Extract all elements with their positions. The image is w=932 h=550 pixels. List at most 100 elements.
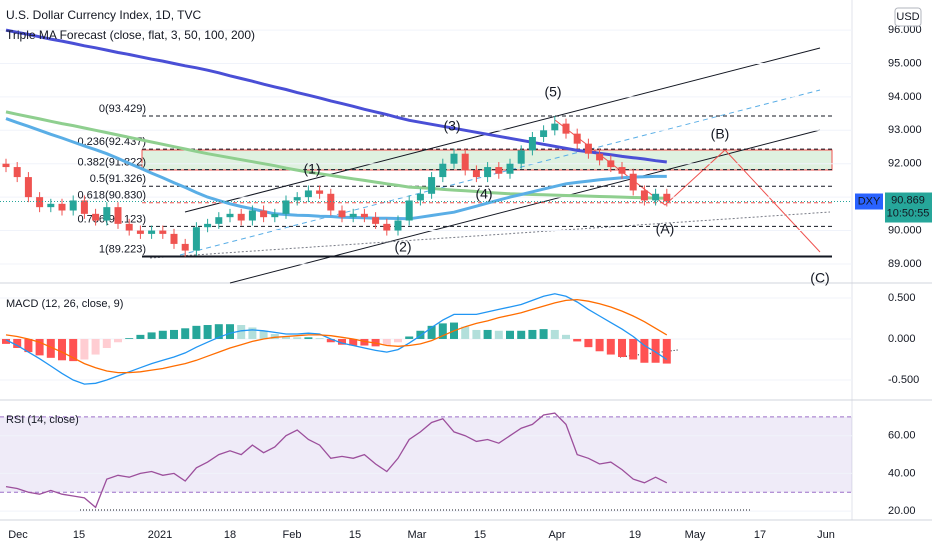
wave-label: (B) bbox=[711, 126, 730, 142]
price-tag bbox=[885, 192, 932, 223]
histogram-bar bbox=[338, 338, 346, 345]
candle-body bbox=[204, 223, 212, 228]
y-tick-label: 0.000 bbox=[888, 333, 916, 345]
candle-body bbox=[517, 150, 525, 164]
candle-body bbox=[148, 230, 156, 234]
histogram-bar bbox=[80, 338, 89, 360]
histogram-bar bbox=[114, 338, 122, 343]
histogram-bar bbox=[248, 327, 257, 339]
y-tick-label: 0.500 bbox=[888, 292, 916, 304]
candle-body bbox=[663, 193, 671, 202]
trend-line bbox=[149, 211, 831, 259]
trend-line bbox=[179, 89, 821, 256]
candle-body bbox=[484, 167, 492, 178]
symbol-tag bbox=[855, 193, 883, 210]
histogram-bar bbox=[315, 338, 324, 339]
wave-label: (3) bbox=[443, 118, 460, 134]
candle-body bbox=[338, 210, 346, 218]
candle-body bbox=[36, 197, 44, 208]
histogram-bar bbox=[394, 338, 402, 343]
candle-body bbox=[584, 143, 592, 154]
symbol: DXY bbox=[858, 195, 881, 207]
last-price: 90.869 bbox=[891, 194, 925, 206]
histogram-bar bbox=[472, 329, 481, 339]
wave-label: (C) bbox=[810, 270, 829, 286]
candle-body bbox=[2, 163, 10, 168]
histogram-bar bbox=[405, 336, 414, 339]
x-tick-label: Feb bbox=[283, 529, 302, 541]
x-tick-label: May bbox=[685, 529, 706, 541]
candle-body bbox=[394, 220, 402, 231]
candle-body bbox=[304, 190, 312, 198]
candle-body bbox=[472, 170, 480, 178]
histogram-bar bbox=[2, 338, 10, 344]
x-tick-label: 17 bbox=[754, 529, 766, 541]
histogram-bar bbox=[226, 324, 234, 339]
y-tick-label: 96.000 bbox=[888, 24, 922, 36]
histogram-bar bbox=[259, 330, 268, 339]
candle-body bbox=[506, 163, 514, 174]
candle-body bbox=[383, 223, 391, 231]
histogram-bar bbox=[170, 329, 178, 339]
histogram-bar bbox=[506, 330, 514, 339]
marks: 89.00090.00091.00092.00093.00094.00095.0… bbox=[0, 24, 932, 541]
candle-body bbox=[159, 230, 167, 234]
histogram-bar bbox=[158, 330, 167, 339]
candle-body bbox=[282, 200, 290, 214]
histogram-bar bbox=[326, 338, 335, 343]
candle-body bbox=[293, 197, 301, 201]
fib-label: 1(89.223) bbox=[99, 243, 146, 255]
candle-body bbox=[24, 177, 32, 198]
candle-body bbox=[226, 213, 234, 218]
ma-line bbox=[5, 117, 667, 221]
fib-label: 0.5(91.326) bbox=[90, 173, 146, 185]
candle-body bbox=[562, 123, 570, 134]
candle-body bbox=[260, 210, 268, 218]
candle-body bbox=[136, 230, 144, 234]
histogram-bar bbox=[304, 337, 313, 339]
histogram-bar bbox=[181, 328, 190, 339]
candle-body bbox=[248, 210, 256, 221]
histogram-bar bbox=[69, 338, 78, 362]
wave-label: (1) bbox=[303, 161, 320, 177]
histogram-bar bbox=[438, 323, 447, 339]
wave-label: (A) bbox=[656, 221, 675, 237]
candle-body bbox=[360, 213, 368, 218]
x-tick-label: 15 bbox=[349, 529, 361, 541]
fib-label: 0(93.429) bbox=[99, 103, 146, 115]
x-tick-label: Mar bbox=[408, 529, 427, 541]
candle-body bbox=[372, 217, 380, 224]
histogram-bar bbox=[461, 326, 470, 339]
histogram-bar bbox=[349, 338, 358, 346]
histogram-bar bbox=[629, 338, 638, 360]
x-tick-label: 2021 bbox=[148, 529, 172, 541]
candle-body bbox=[540, 130, 548, 137]
currency[interactable]: USD bbox=[896, 11, 919, 23]
fib-label: 0.786(90.123) bbox=[78, 213, 147, 225]
histogram-bar bbox=[517, 330, 526, 339]
histogram-bar bbox=[360, 338, 369, 346]
candle-body bbox=[349, 213, 357, 218]
candle-body bbox=[69, 200, 77, 211]
candle-body bbox=[439, 163, 447, 178]
candle-body bbox=[495, 167, 503, 174]
candle-body bbox=[551, 123, 559, 131]
histogram-bar bbox=[483, 329, 492, 339]
histogram-bar bbox=[427, 325, 436, 339]
fib-label: 0.236(92.437) bbox=[78, 136, 147, 148]
candle-body bbox=[170, 233, 178, 244]
currency-box[interactable] bbox=[894, 7, 922, 27]
candle-body bbox=[125, 223, 133, 231]
candle-body bbox=[528, 136, 536, 151]
candle-body bbox=[13, 167, 21, 178]
candle-body bbox=[92, 213, 100, 221]
histogram-bar bbox=[573, 338, 582, 342]
candle-body bbox=[573, 133, 581, 144]
candle-body bbox=[405, 200, 413, 221]
histogram-bar bbox=[58, 338, 66, 361]
indicator-title: Triple MA Forecast (close, flat, 3, 50, … bbox=[6, 28, 255, 42]
histogram-bar bbox=[584, 338, 593, 348]
candle-body bbox=[181, 243, 189, 251]
wave-label: (2) bbox=[394, 239, 411, 255]
